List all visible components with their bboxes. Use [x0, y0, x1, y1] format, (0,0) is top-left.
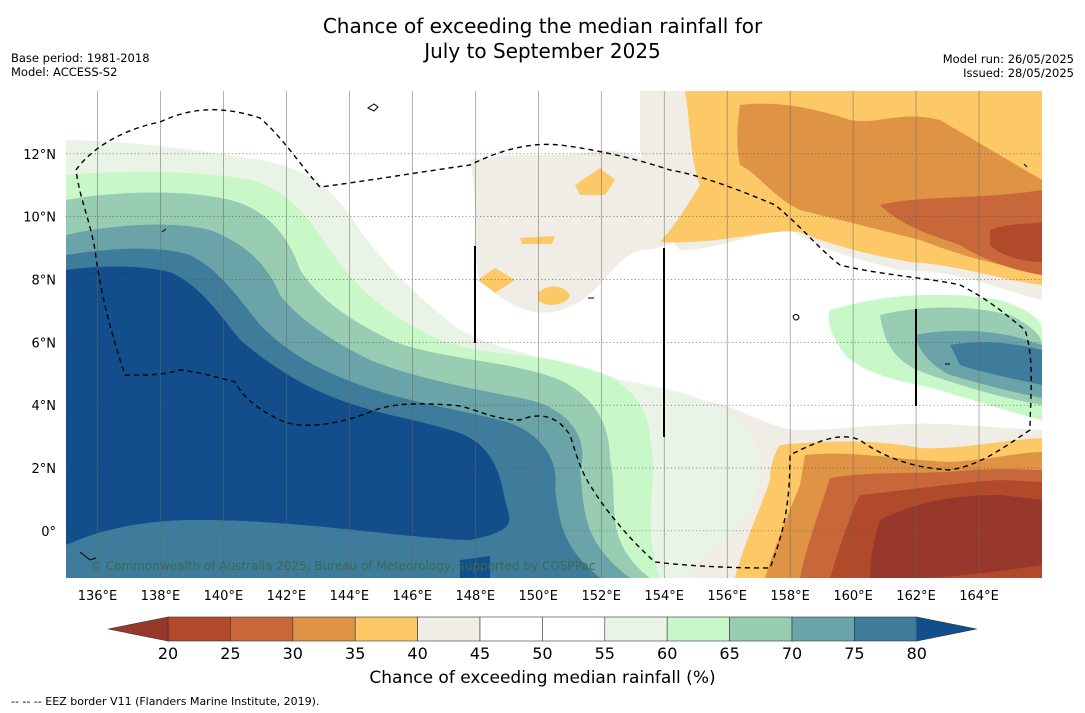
longitude-tick-label: 146°E [393, 589, 433, 604]
colorbar-segment [666, 616, 730, 642]
eez-border-png [75, 109, 1032, 569]
colorbar-label: Chance of exceeding median rainfall (%) [369, 668, 716, 688]
colorbar-segment [791, 616, 855, 642]
contour-under-20-southeast [870, 495, 1042, 578]
colorbar-tick-label: 25 [220, 644, 240, 663]
base-period-text: Base period: 1981-2018 [11, 51, 150, 65]
colorbar-tick-label: 45 [470, 644, 490, 663]
model-info: Base period: 1981-2018 Model: ACCESS-S2 [11, 51, 150, 79]
longitude-tick-label: 152°E [581, 589, 621, 604]
colorbar-tick-label: 50 [532, 644, 552, 663]
contour-over-80 [66, 266, 510, 545]
colorbar-tick-label: 80 [907, 644, 927, 663]
colorbar: 20 25 30 35 40 45 50 55 60 65 70 75 80 [107, 616, 977, 663]
colorbar-tick-label: 65 [719, 644, 739, 663]
chart-title: Chance of exceeding the median rainfall … [0, 14, 1085, 64]
latitude-tick-label: 10°N [23, 211, 56, 226]
contour-20-25-northeast [990, 222, 1042, 262]
longitude-tick-label: 142°E [267, 589, 307, 604]
colorbar-tick-label: 30 [283, 644, 303, 663]
longitude-tick-label: 154°E [644, 589, 684, 604]
contour-75-80-east [950, 342, 1042, 385]
contour-35-40-blob-2 [478, 268, 515, 293]
latitude-tick-label: 4°N [32, 399, 57, 414]
colorbar-tick-label: 60 [657, 644, 677, 663]
run-info: Model run: 26/05/2025 Issued: 28/05/2025 [943, 52, 1074, 80]
longitude-tick-label: 140°E [204, 589, 244, 604]
longitude-tick-label: 160°E [833, 589, 873, 604]
contour-35-40-blob-3 [538, 286, 570, 305]
colorbar-tick-label: 35 [345, 644, 365, 663]
rainfall-map: © Commonwealth of Australia 2025, Bureau… [23, 91, 1042, 663]
colorbar-segment [854, 616, 918, 642]
latitude-tick-label: 8°N [32, 274, 57, 289]
colorbar-under-arrow [107, 616, 169, 642]
latitude-tick-label: 2°N [32, 462, 57, 477]
issued-text: Issued: 28/05/2025 [963, 66, 1074, 80]
colorbar-tick-label: 75 [844, 644, 864, 663]
colorbar-segment [479, 616, 543, 642]
map-plot-area: © Commonwealth of Australia 2025, Bureau… [66, 91, 1042, 578]
island-marks [79, 103, 1028, 561]
longitude-tick-label: 156°E [707, 589, 747, 604]
colorbar-segment [167, 616, 231, 642]
title-line-2: July to September 2025 [424, 39, 661, 63]
colorbar-segment [354, 616, 418, 642]
title-line-1: Chance of exceeding the median rainfall … [322, 14, 763, 38]
longitude-tick-label: 136°E [78, 589, 118, 604]
colorbar-segment [604, 616, 668, 642]
model-name-text: Model: ACCESS-S2 [11, 65, 118, 79]
colorbar-tick-label: 55 [595, 644, 615, 663]
longitude-tick-label: 148°E [456, 589, 496, 604]
graticule [66, 153, 1042, 532]
longitude-labels: 136°E 138°E 140°E 142°E 144°E 146°E 148°E 150°E… [78, 589, 999, 604]
latitude-tick-label: 12°N [23, 148, 56, 163]
contour-over-80-south-blob [460, 556, 490, 578]
contour-25-30-northeast [880, 190, 1042, 275]
colorbar-tick-label: 20 [158, 644, 178, 663]
colorbar-segment [542, 616, 606, 642]
longitude-tick-label: 144°E [330, 589, 370, 604]
colorbar-tick-label: 70 [782, 644, 802, 663]
colorbar-segment [417, 616, 481, 642]
copyright-text: © Commonwealth of Australia 2025, Bureau… [90, 559, 595, 573]
model-run-text: Model run: 26/05/2025 [942, 52, 1074, 66]
colorbar-segment [292, 616, 356, 642]
latitude-tick-label: 0° [41, 525, 56, 540]
longitude-tick-label: 158°E [770, 589, 810, 604]
longitude-tick-label: 162°E [896, 589, 936, 604]
eez-footnote: -- -- -- EEZ border V11 (Flanders Marine… [11, 695, 320, 708]
contour-35-40-blob-4 [520, 236, 555, 244]
latitude-tick-label: 6°N [32, 336, 57, 351]
longitude-tick-label: 138°E [141, 589, 181, 604]
latitude-labels: 0° 2°N 4°N 6°N 8°N 10°N 12°N [23, 148, 56, 540]
colorbar-tick-label: 40 [407, 644, 427, 663]
colorbar-segment [230, 616, 294, 642]
colorbar-over-arrow [916, 616, 977, 642]
contour-35-40-blob-1 [575, 168, 615, 195]
longitude-tick-label: 164°E [959, 589, 999, 604]
colorbar-segment [729, 616, 793, 642]
longitude-tick-label: 150°E [518, 589, 558, 604]
